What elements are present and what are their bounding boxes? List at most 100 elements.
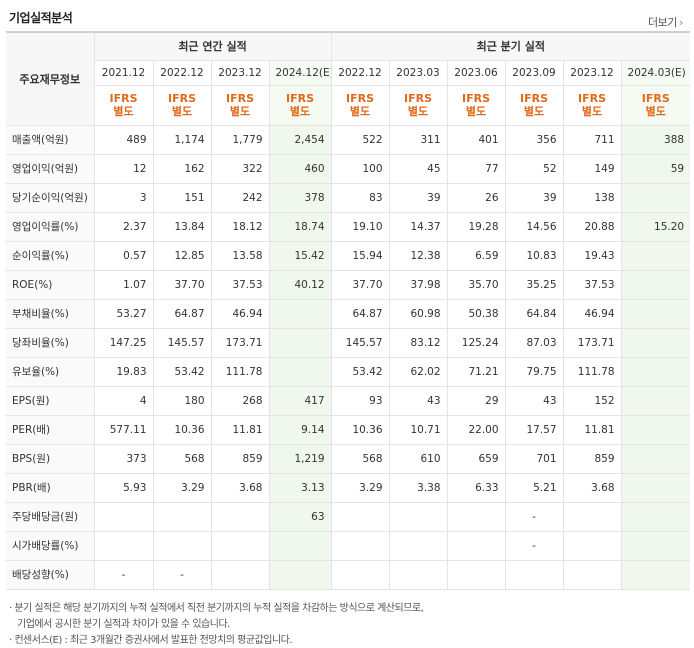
period-header: 2021.12 [94,60,154,86]
table-cell: 71.21 [447,357,506,387]
table-cell [621,183,691,213]
table-cell: 322 [211,154,270,184]
ifrs-label: IFRS 별도 [211,85,270,126]
table-cell: 15.20 [621,211,691,242]
table-cell: 13.84 [153,211,212,242]
table-cell: 12.38 [389,241,448,271]
table-cell: 93 [330,385,390,416]
group-annual: 최근 연간 실적 [94,31,332,61]
table-cell: 22.00 [447,415,506,445]
table-row: BPS(원) 373 568 859 1,219 568 610 659 701 859 [6,444,691,474]
table-cell: 3.68 [211,473,270,503]
period-header: 2023.12 [211,60,270,86]
more-link[interactable]: 더보기 › [648,14,683,30]
table-cell [389,560,448,590]
table-cell [563,501,622,532]
ifrs-label: IFRS 별도 [94,85,154,126]
table-cell: 373 [94,444,154,474]
footnote-quarterly: · 분기 실적은 해당 분기까지의 누적 실적에서 직전 분기까지의 누적 실적… [9,603,424,614]
table-row: PER(배) 577.11 10.36 11.81 9.14 10.36 10.71 22.0… [6,415,691,445]
table-cell [621,298,691,329]
row-label: 영업이익(억원) [6,154,95,184]
ifrs-basis: 별도 [407,105,429,118]
table-cell: 52 [505,154,564,184]
period-header: 2024.12(E) [269,60,332,86]
table-cell: 610 [389,444,448,474]
table-cell: 14.37 [389,211,448,242]
table-cell: 152 [563,385,622,416]
table-row: PBR(배) 5.93 3.29 3.68 3.13 3.29 3.38 6.33 5.21 3.… [6,473,691,503]
table-cell [269,298,332,329]
table-cell: 522 [330,124,390,155]
table-cell: 64.84 [505,298,564,329]
table-cell: 53.42 [153,357,212,387]
table-cell: 14.56 [505,211,564,242]
table-cell: 10.71 [389,415,448,445]
table-cell: 63 [269,501,332,532]
table-cell: 356 [505,124,564,155]
footnote-consensus: · 컨센서스(E) : 최근 3개월간 증권사에서 발표한 전망치의 평균값입니… [9,635,293,646]
row-label: 배당성향(%) [6,560,95,590]
footnote-quarterly-cont: 기업에서 공시한 분기 실적과 차이가 있을 수 있습니다. [17,619,230,630]
table-cell: 37.98 [389,270,448,300]
table-cell: 3.38 [389,473,448,503]
table-cell: 43 [505,385,564,416]
table-cell [621,560,691,590]
table-cell [621,328,691,358]
row-label: 유보율(%) [6,357,95,387]
ifrs-standard: IFRS [578,92,607,105]
ifrs-basis: 별도 [465,105,487,118]
period-header: 2023.06 [447,60,506,86]
table-cell [621,241,691,271]
period-header: 2024.03(E) [621,60,691,86]
table-cell: 39 [505,183,564,213]
table-cell: 6.59 [447,241,506,271]
financial-table: 주요재무정보 최근 연간 실적 최근 분기 실적 2021.12 2022.12 2… [6,31,691,590]
table-cell [269,328,332,358]
table-cell: - [153,560,212,590]
table-cell [153,501,212,532]
table-cell [621,473,691,503]
table-cell: 577.11 [94,415,154,445]
row-label: 영업이익률(%) [6,211,95,242]
table-cell [330,501,390,532]
table-cell: 5.93 [94,473,154,503]
table-cell: 3.29 [330,473,390,503]
table-cell: 659 [447,444,506,474]
row-label: 당기순이익(억원) [6,183,95,213]
ifrs-standard: IFRS [168,92,196,105]
row-label: 당좌비율(%) [6,328,95,358]
table-cell: 3.68 [563,473,622,503]
table-cell: 3.13 [269,473,332,503]
row-label: 부채비율(%) [6,298,95,329]
table-cell: 50.38 [447,298,506,329]
table-cell: 125.24 [447,328,506,358]
table-cell [330,531,390,561]
ifrs-standard: IFRS [286,92,314,105]
table-cell: 0.57 [94,241,154,271]
table-cell [153,531,212,561]
table-cell: 378 [269,183,332,213]
table-cell: 20.88 [563,211,622,242]
table-cell: 3.29 [153,473,212,503]
table-cell [269,531,332,561]
table-row: 당좌비율(%) 147.25 145.57 173.71 145.57 83.12 125.… [6,328,691,358]
table-cell: 10.36 [330,415,390,445]
ifrs-standard: IFRS [346,92,375,105]
table-cell: 40.12 [269,270,332,300]
period-header: 2023.12 [563,60,622,86]
table-cell: - [94,560,154,590]
table-cell: 37.70 [153,270,212,300]
table-cell: 401 [447,124,506,155]
table-cell: 45 [389,154,448,184]
table-cell: 35.70 [447,270,506,300]
table-row: 유보율(%) 19.83 53.42 111.78 53.42 62.02 71.21 79.… [6,357,691,387]
table-row: ROE(%) 1.07 37.70 37.53 40.12 37.70 37.98 35.70… [6,270,691,300]
ifrs-standard: IFRS [520,92,549,105]
table-cell [447,501,506,532]
row-label: 매출액(억원) [6,124,95,155]
table-cell: 859 [211,444,270,474]
table-cell: 10.83 [505,241,564,271]
table-cell: 2.37 [94,211,154,242]
table-cell [447,560,506,590]
